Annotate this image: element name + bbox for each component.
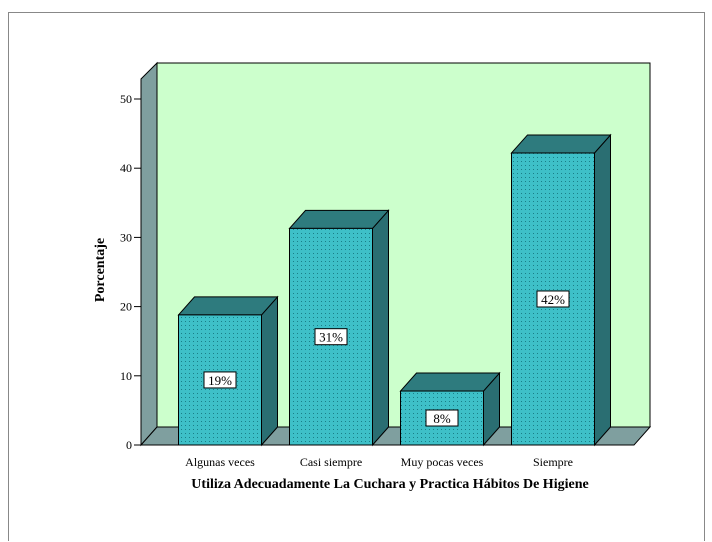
y-tick-label: 50	[120, 92, 132, 106]
y-tick-label: 40	[120, 161, 132, 175]
x-axis-title: Utiliza Adecuadamente La Cuchara y Pract…	[191, 477, 589, 492]
bar-side	[372, 209, 389, 447]
left-wall	[140, 61, 158, 447]
value-label: 19%	[208, 373, 232, 388]
value-label: 42%	[541, 292, 565, 307]
frame	[8, 12, 705, 541]
x-tick-label: Algunas veces	[185, 455, 255, 469]
bar-side	[261, 295, 278, 447]
y-tick-label: 10	[120, 369, 132, 383]
bar	[289, 227, 373, 446]
bar-top	[177, 296, 279, 316]
y-tick-label: 20	[120, 300, 132, 314]
bar-top	[510, 134, 612, 154]
y-tick-label: 30	[120, 230, 132, 244]
y-axis-label: Porcentaje	[93, 238, 108, 302]
bar-top	[399, 372, 501, 392]
x-tick-label: Siempre	[533, 455, 573, 469]
x-tick-label: Muy pocas veces	[401, 455, 484, 469]
value-label-box	[425, 409, 459, 427]
value-label: 8%	[433, 411, 451, 426]
value-label: 31%	[319, 330, 343, 345]
y-tick-label: 0	[126, 438, 132, 452]
x-tick-label: Casi siempre	[300, 455, 362, 469]
bar-top	[288, 209, 390, 229]
value-label-box	[203, 371, 237, 389]
value-label-box	[314, 328, 348, 346]
value-label-box	[536, 290, 570, 308]
bar-side	[594, 133, 611, 447]
